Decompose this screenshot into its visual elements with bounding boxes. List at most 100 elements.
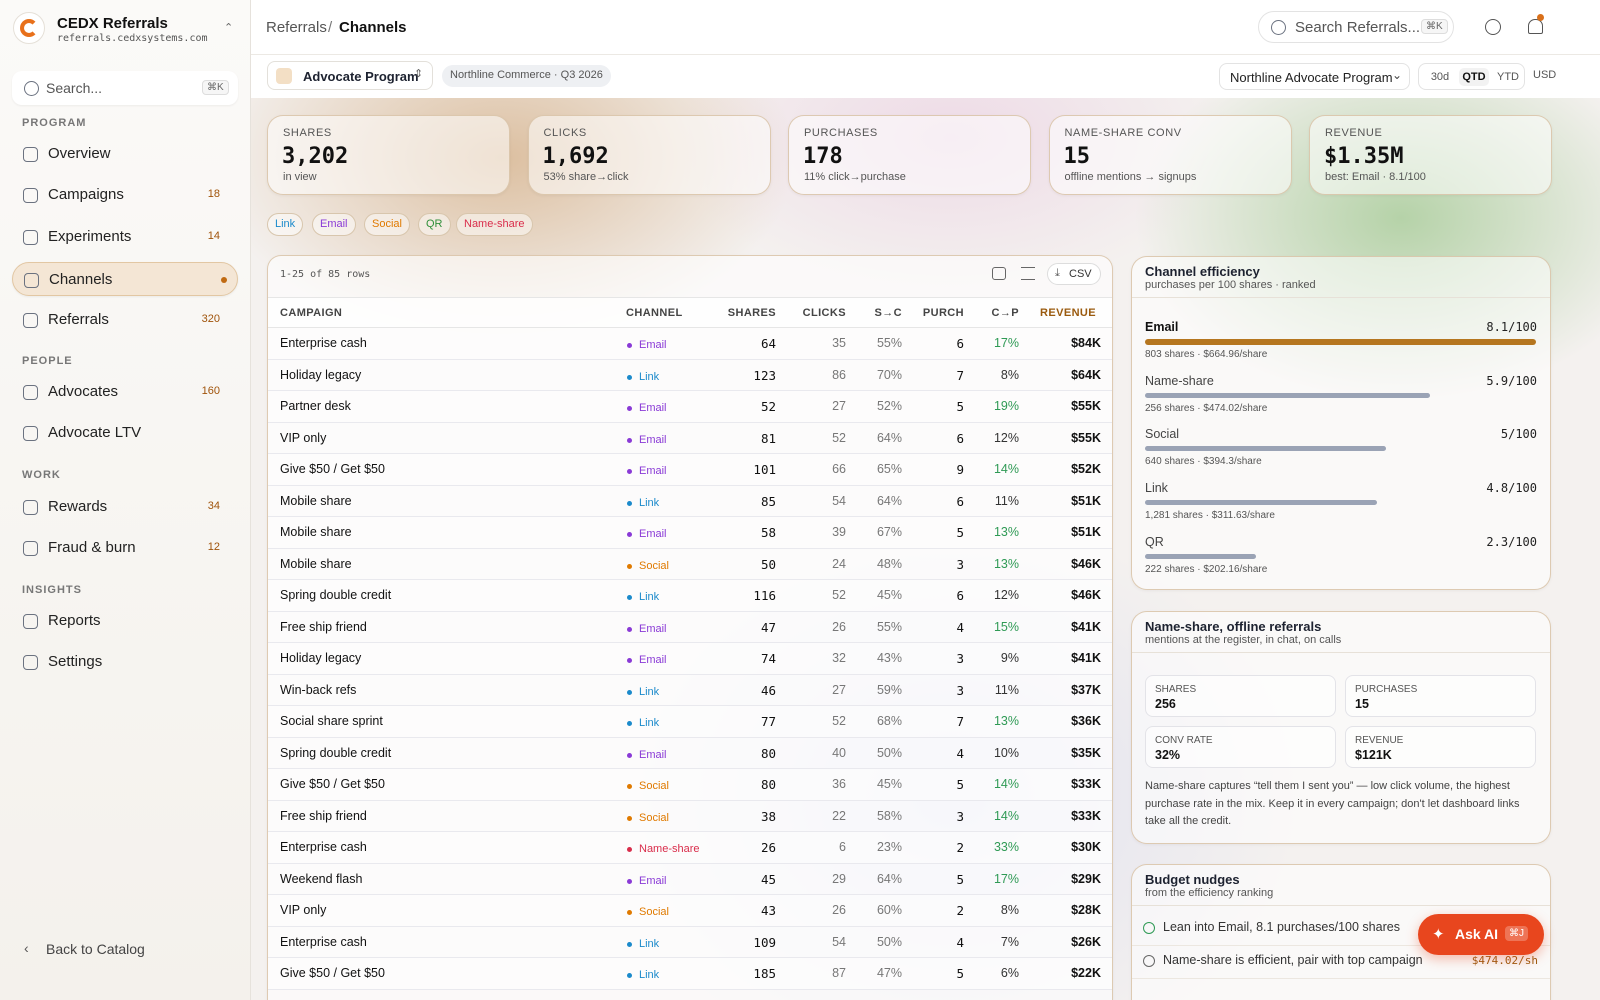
cell: 81 [760,430,776,446]
back-link[interactable]: ‹ Back to Catalog [22,940,222,960]
channel-dot [627,626,632,632]
table-row[interactable]: Partner desk Email 52 27 52% 5 19% $55K [268,391,1112,423]
channel-dot [627,469,632,474]
table-row[interactable]: Mobile share Email 58 39 67% 5 13% $51K [268,517,1112,549]
notifications-button[interactable] [1528,14,1544,34]
column-header[interactable]: PURCH [922,307,964,319]
nudge-text: Name-share is efficient, pair with top c… [1163,953,1423,967]
column-header[interactable]: S→C [874,307,902,319]
cell: $46K [1071,556,1101,571]
channel-filter[interactable]: QR [418,213,451,236]
channel-filter[interactable]: Link [267,213,304,236]
toolbar: Advocate Program ⇕ Northline Commerce · Q3… [251,55,1600,98]
cell: 6 [956,588,964,603]
cell: 80 [760,777,776,792]
cell: 54 [832,493,846,508]
nav-item[interactable]: Rewards 34 [12,490,238,524]
cell: 5 [956,966,964,981]
table-row[interactable]: Holiday legacy Link 123 86 70% 7 8% $64K [268,359,1112,391]
columns-button[interactable] [1021,267,1035,280]
card-title: Name-share, offline referrals [1145,619,1322,634]
sidebar-search[interactable]: Search... ⌘K [12,71,238,105]
nav-item[interactable]: Overview [12,137,238,171]
table-row[interactable]: Enterprise cash Email 64 35 55% 6 17% $84K [268,328,1112,360]
range-option[interactable]: QTD [1459,68,1489,86]
divider [1132,297,1550,298]
nav-item[interactable]: Reports [12,604,238,638]
nav-item[interactable]: Advocates 160 [12,375,238,409]
ask-ai-button[interactable]: ✦ Ask AI ⌘J [1418,914,1544,955]
column-header[interactable]: CHANNEL [626,307,683,319]
cell: $64K [1071,367,1101,382]
nav-item[interactable]: Settings [12,645,238,679]
cell: 50 [760,556,776,572]
column-header[interactable]: SHARES [727,307,776,319]
column-header[interactable]: CLICKS [802,307,846,319]
csv-icon: ⤓ [1055,267,1060,279]
table-row[interactable]: Free ship friend Email 47 26 55% 4 15% $41K [268,611,1112,643]
channel-name: Email [639,402,667,414]
card-subtitle: mentions at the register, in chat, on ca… [1145,634,1342,646]
kpi-label: PURCHASES [804,127,878,139]
column-header[interactable]: CAMPAIGN [280,307,343,319]
table-row[interactable]: Mobile share Link 85 54 64% 6 11% $51K [268,485,1112,517]
cell: 59% [876,682,902,697]
range-option[interactable]: YTD [1497,71,1519,83]
nav-item[interactable]: Fraud & burn 12 [12,531,238,565]
table-row[interactable]: VIP only Social 43 26 60% 2 8% $28K [268,895,1112,927]
table-row[interactable]: Give $50 / Get $50 Email 101 66 65% 9 14% $52K [268,454,1112,486]
csv-label: CSV [1069,268,1092,280]
table-row[interactable]: Free ship friend Social 38 22 58% 3 14% $33K [268,800,1112,832]
campaign-name: Enterprise cash [280,934,367,949]
notification-dot [1537,14,1544,21]
table-row[interactable]: Weekend flash Email 45 29 64% 5 17% $29K [268,863,1112,895]
column-header[interactable]: REVENUE [1040,307,1096,319]
range-option[interactable]: 30d [1430,71,1450,83]
nav-item[interactable]: Referrals 320 [12,303,238,337]
csv-button[interactable]: ⤓ CSV [1047,263,1101,285]
table-row[interactable]: Give $50 / Get $50 Link 185 87 47% 5 6% $22K [268,958,1112,990]
table-row[interactable]: Spring double credit Email 80 40 50% 4 10% $35K [268,737,1112,769]
table-row[interactable]: VIP only Email 81 52 64% 6 12% $55K [268,422,1112,454]
table-row[interactable]: Mobile share Social 50 24 48% 3 13% $46K [268,548,1112,580]
column-header[interactable]: C→P [991,307,1019,319]
table-row[interactable]: Give $50 / Get $50 Social 80 36 45% 5 14% $33K [268,769,1112,801]
nav-item[interactable]: Campaigns 18 [12,178,238,212]
table-row[interactable]: Enterprise cash Link 109 54 50% 4 7% $26K [268,926,1112,958]
workspace-switch[interactable]: ⌃ [224,22,234,34]
cell: 3 [956,651,964,666]
header-search[interactable]: Search Referrals... ⌘K [1258,11,1454,43]
table-row[interactable]: Win-back refs Link 46 27 59% 3 11% $37K [268,674,1112,706]
table-row[interactable]: Spring double credit Link 116 52 45% 6 12% $46K [268,580,1112,612]
channel-name: Link [639,685,660,698]
icon [23,655,38,670]
kpi-label: REVENUE [1325,127,1383,139]
breadcrumb-parent[interactable]: Referrals [266,19,327,36]
rate-bar [1145,446,1387,452]
table-row[interactable]: Holiday legacy Email 74 32 43% 3 9% $41K [268,643,1112,675]
table-row[interactable]: Enterprise cash Name-share 26 6 23% 2 33% $30K [268,832,1112,864]
nav-item[interactable]: Advocate LTV [12,416,238,450]
cell: 85 [760,493,776,509]
density-button[interactable] [992,267,1006,280]
table-header: CAMPAIGN CHANNEL SHARES CLICKS S→C PURCH C→P RE… [268,297,1112,328]
program-select[interactable]: Northline Advocate Program ⌄ [1219,63,1410,90]
nav-item[interactable]: Experiments 14 [12,220,238,254]
icon [24,81,39,96]
cell: 6 [956,430,964,446]
ai-label: Ask AI [1455,926,1499,942]
cell: $41K [1071,651,1101,665]
cell: 12% [993,588,1019,602]
program-picker[interactable]: Advocate Program ⇕ [267,61,433,90]
channel-filter[interactable]: Name-share [456,213,533,236]
channel-dot [627,563,632,569]
help-button[interactable] [1485,19,1501,35]
nav-item[interactable]: Channels [12,262,238,296]
section-label: PEOPLE [22,355,73,367]
channel-name: QR [1145,534,1164,549]
icon [23,313,38,328]
stat-value: 15 [1355,697,1369,711]
channel-filter[interactable]: Email [312,213,356,236]
table-row[interactable]: Social share sprint Link 77 52 68% 7 13% $36K [268,706,1112,738]
channel-filter[interactable]: Social [364,213,410,236]
